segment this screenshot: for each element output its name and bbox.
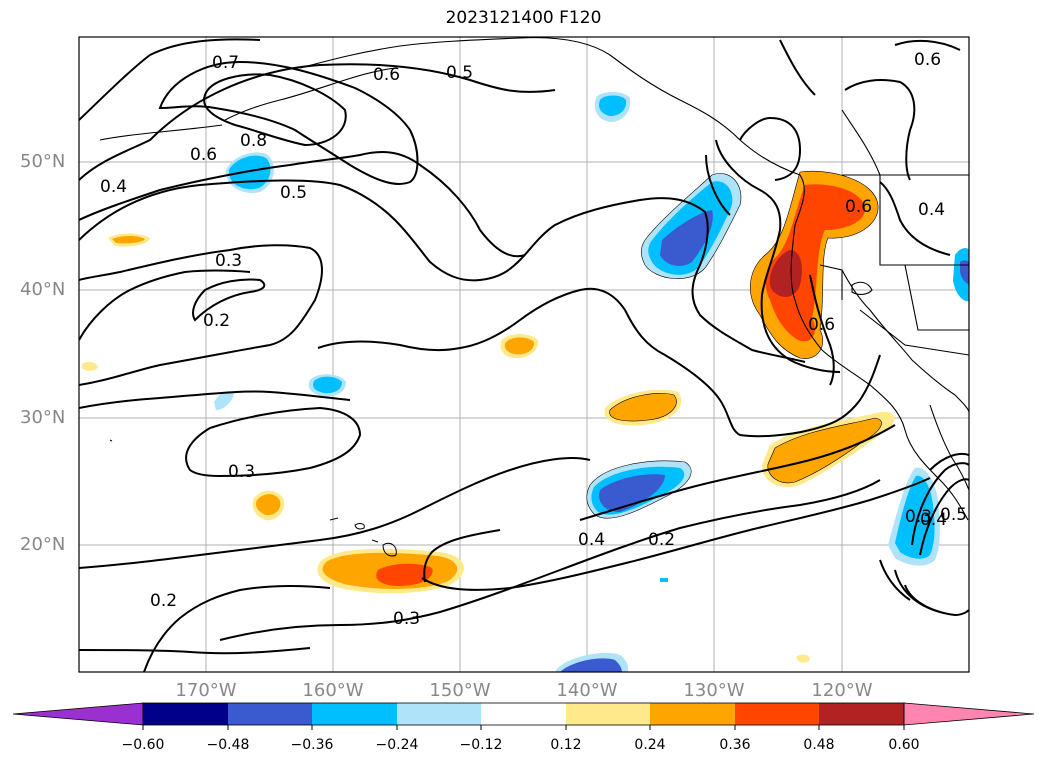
- map-title: 2023121400 F120: [445, 8, 602, 28]
- contour-label: 0.4: [100, 177, 127, 197]
- contour-label: 0.2: [648, 530, 675, 550]
- contour-label: 0.3: [215, 251, 242, 271]
- contour-label: 0.3: [393, 609, 420, 629]
- colorbar-segment: [819, 703, 904, 725]
- contour-label: 0.5: [940, 505, 967, 525]
- contour-label: 0.2: [203, 311, 230, 331]
- colorbar-segment: [312, 703, 397, 725]
- colorbar-segment: [735, 703, 819, 725]
- lat-label: 40°N: [20, 279, 66, 300]
- colorbar-tick-label: 0.24: [634, 737, 666, 753]
- contour-label: 0.6: [373, 65, 400, 85]
- lat-label: 50°N: [20, 151, 66, 172]
- colorbar-tick-label: −0.48: [206, 737, 250, 753]
- colorbar-segment: [481, 703, 566, 725]
- contour-label: 0.5: [280, 183, 307, 203]
- colorbar: [12, 702, 1035, 730]
- contour-label: 0.6: [190, 145, 217, 165]
- colorbar-tick-label: −0.12: [459, 737, 503, 753]
- colorbar-segment: [650, 703, 735, 725]
- lon-label: 130°W: [683, 680, 745, 701]
- contour-label: 0.4: [918, 200, 945, 220]
- colorbar-tick-label: −0.24: [375, 737, 419, 753]
- contour-labels: 0.7 0.6 0.5 0.6 0.8 0.6 0.5 0.4 0.3 0.2 …: [100, 50, 967, 629]
- contour-label: 0.6: [808, 315, 835, 335]
- contour-label: 0.4: [578, 530, 605, 550]
- lon-label: 160°W: [302, 680, 364, 701]
- contour-label: 0.6: [914, 50, 941, 70]
- contour-label: 0.4: [920, 510, 947, 530]
- colorbar-over-arrow: [903, 702, 1035, 726]
- lon-label: 150°W: [429, 680, 491, 701]
- colorbar-tick-label: 0.48: [803, 737, 835, 753]
- shaded-anomalies: [82, 92, 969, 672]
- colorbar-segment: [397, 703, 481, 725]
- lon-label: 120°W: [811, 680, 873, 701]
- colorbar-tick-label: −0.36: [290, 737, 334, 753]
- contour-label: 0.6: [845, 197, 872, 217]
- coastlines: [99, 37, 969, 521]
- gridlines: [79, 37, 969, 672]
- colorbar-segment: [566, 703, 650, 725]
- lon-label: 140°W: [556, 680, 618, 701]
- colorbar-tick-label: 0.36: [719, 737, 751, 753]
- lat-label: 30°N: [20, 407, 66, 428]
- colorbar-segment: [228, 703, 312, 725]
- hawaiian-islands: [109, 439, 397, 557]
- contour-label: 0.8: [240, 131, 267, 151]
- contour-lines: [79, 38, 969, 672]
- contour-label: 0.7: [212, 53, 239, 73]
- colorbar-tick-label: −0.60: [121, 737, 165, 753]
- colorbar-under-arrow: [12, 702, 144, 726]
- contour-label: 0.3: [905, 507, 932, 527]
- contour-label: 0.2: [150, 591, 177, 611]
- colorbar-tick-label: 0.12: [550, 737, 582, 753]
- contour-label: 0.5: [446, 63, 473, 83]
- contour-label: 0.3: [228, 462, 255, 482]
- lat-label: 20°N: [20, 534, 66, 555]
- map-frame: [78, 36, 970, 673]
- colorbar-tick-label: 0.60: [888, 737, 920, 753]
- lon-label: 170°W: [175, 680, 237, 701]
- colorbar-segment: [143, 703, 228, 725]
